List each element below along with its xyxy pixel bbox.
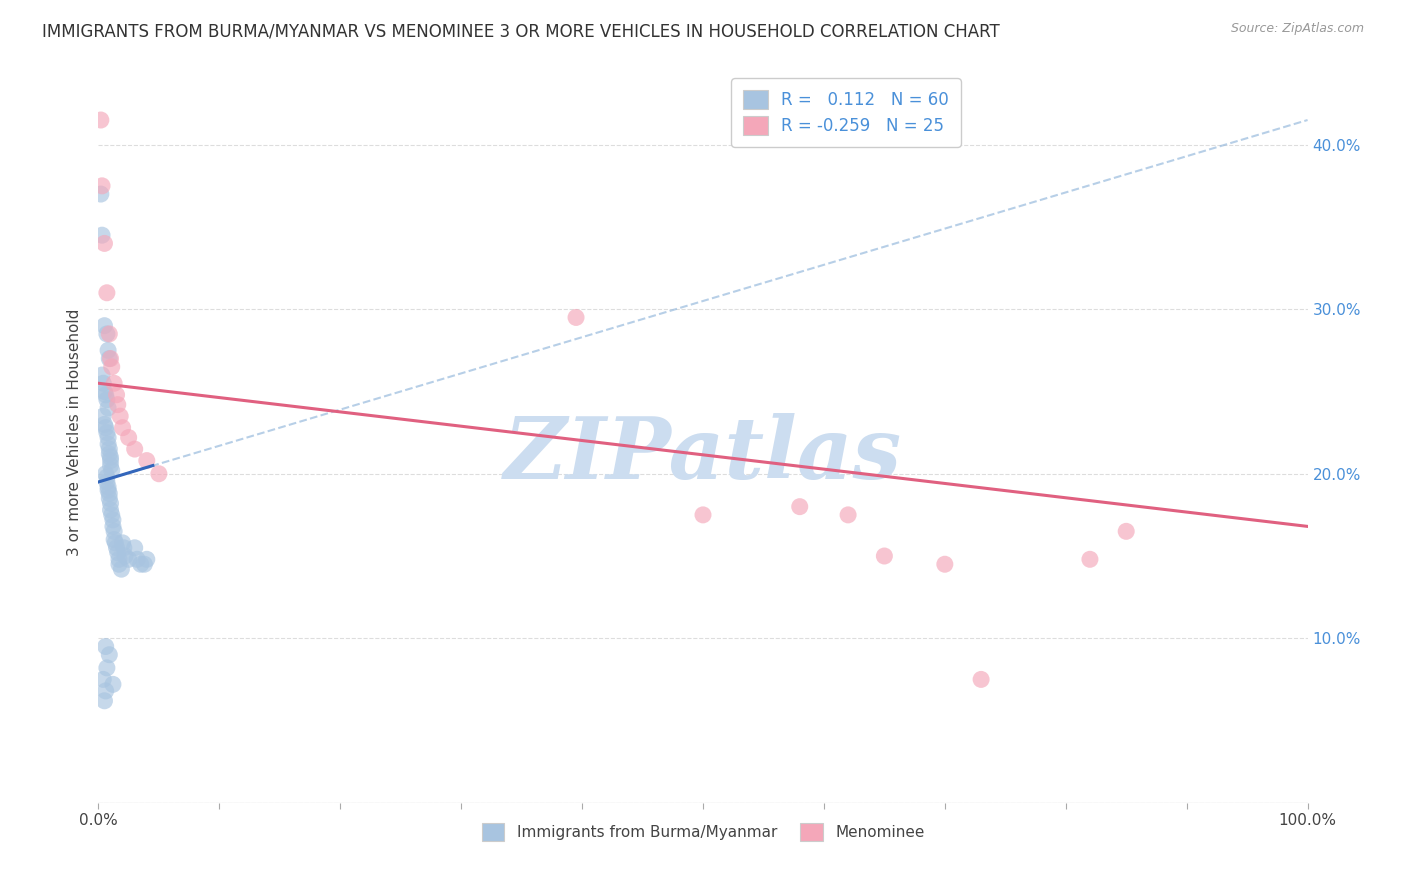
Point — [96, 661, 118, 675]
Text: Source: ZipAtlas.com: Source: ZipAtlas.com — [1230, 22, 1364, 36]
Y-axis label: 3 or more Vehicles in Household: 3 or more Vehicles in Household — [67, 309, 83, 557]
Point — [100, 503, 122, 517]
Point — [97, 480, 120, 494]
Point — [934, 558, 956, 572]
Point — [118, 552, 141, 566]
Point — [129, 558, 152, 572]
Point — [108, 558, 131, 572]
Point — [100, 359, 122, 374]
Point — [93, 384, 115, 399]
Point — [101, 519, 124, 533]
Point — [124, 442, 146, 456]
Point — [96, 285, 118, 300]
Point — [98, 447, 121, 461]
Point — [97, 401, 120, 415]
Point — [970, 673, 993, 687]
Point — [148, 467, 170, 481]
Point — [565, 310, 588, 325]
Point — [98, 442, 121, 456]
Point — [107, 398, 129, 412]
Point — [111, 420, 134, 434]
Point — [103, 524, 125, 539]
Point — [91, 178, 114, 193]
Point — [98, 648, 121, 662]
Point — [103, 376, 125, 391]
Point — [94, 684, 117, 698]
Point — [118, 431, 141, 445]
Point — [90, 113, 112, 128]
Point — [1115, 524, 1137, 539]
Point — [93, 417, 115, 432]
Point — [114, 549, 136, 563]
Point — [789, 500, 811, 514]
Point — [96, 326, 118, 341]
Point — [100, 458, 122, 473]
Point — [96, 425, 118, 440]
Point — [97, 431, 120, 445]
Point — [94, 388, 117, 402]
Point — [101, 677, 124, 691]
Point — [94, 640, 117, 654]
Point — [107, 546, 129, 560]
Point — [135, 552, 157, 566]
Point — [134, 558, 156, 572]
Point — [97, 343, 120, 358]
Point — [97, 437, 120, 451]
Point — [837, 508, 859, 522]
Point — [127, 552, 149, 566]
Point — [108, 409, 131, 424]
Point — [91, 368, 114, 382]
Point — [96, 475, 118, 489]
Point — [100, 463, 122, 477]
Point — [100, 450, 122, 465]
Point — [94, 467, 117, 481]
Point — [96, 470, 118, 484]
Point — [98, 486, 121, 500]
Text: ZIPatlas: ZIPatlas — [503, 413, 903, 497]
Text: IMMIGRANTS FROM BURMA/MYANMAR VS MENOMINEE 3 OR MORE VEHICLES IN HOUSEHOLD CORRE: IMMIGRANTS FROM BURMA/MYANMAR VS MENOMIN… — [42, 22, 1000, 40]
Point — [101, 513, 124, 527]
Point — [98, 351, 121, 366]
Point — [98, 491, 121, 506]
Point — [100, 351, 122, 366]
Point — [111, 536, 134, 550]
Point — [105, 388, 128, 402]
Point — [124, 541, 146, 555]
Point — [91, 228, 114, 243]
Point — [112, 541, 135, 555]
Point — [100, 453, 122, 467]
Point — [91, 376, 114, 391]
Point — [692, 508, 714, 522]
Point — [104, 536, 127, 550]
Point — [103, 533, 125, 547]
Point — [100, 496, 122, 510]
Point — [93, 694, 115, 708]
Point — [93, 236, 115, 251]
Point — [100, 508, 122, 522]
Point — [97, 483, 120, 498]
Point — [96, 392, 118, 407]
Point — [110, 562, 132, 576]
Point — [91, 409, 114, 424]
Point — [91, 673, 114, 687]
Point — [108, 552, 131, 566]
Point — [135, 453, 157, 467]
Legend: Immigrants from Burma/Myanmar, Menominee: Immigrants from Burma/Myanmar, Menominee — [475, 817, 931, 847]
Point — [98, 326, 121, 341]
Point — [873, 549, 896, 563]
Point — [94, 420, 117, 434]
Point — [105, 541, 128, 555]
Point — [93, 318, 115, 333]
Point — [90, 187, 112, 202]
Point — [1078, 552, 1101, 566]
